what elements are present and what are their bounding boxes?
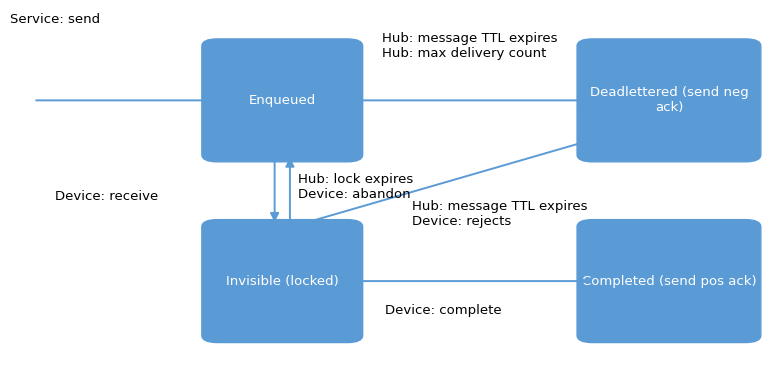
Text: Completed (send pos ack): Completed (send pos ack) bbox=[582, 275, 757, 288]
FancyBboxPatch shape bbox=[577, 39, 760, 162]
Text: Service: send: Service: send bbox=[10, 12, 101, 26]
Text: Hub: lock expires
Device: abandon: Hub: lock expires Device: abandon bbox=[298, 173, 413, 201]
Text: Device: receive: Device: receive bbox=[55, 190, 158, 203]
Text: Device: complete: Device: complete bbox=[385, 304, 502, 316]
FancyBboxPatch shape bbox=[202, 39, 363, 162]
Text: Invisible (locked): Invisible (locked) bbox=[226, 275, 339, 288]
Text: Deadlettered (send neg
ack): Deadlettered (send neg ack) bbox=[590, 86, 748, 115]
Text: Hub: message TTL expires
Hub: max delivery count: Hub: message TTL expires Hub: max delive… bbox=[381, 32, 557, 60]
Text: Hub: message TTL expires
Device: rejects: Hub: message TTL expires Device: rejects bbox=[413, 200, 588, 228]
FancyBboxPatch shape bbox=[577, 219, 760, 342]
FancyBboxPatch shape bbox=[202, 219, 363, 342]
Text: Enqueued: Enqueued bbox=[249, 94, 316, 107]
